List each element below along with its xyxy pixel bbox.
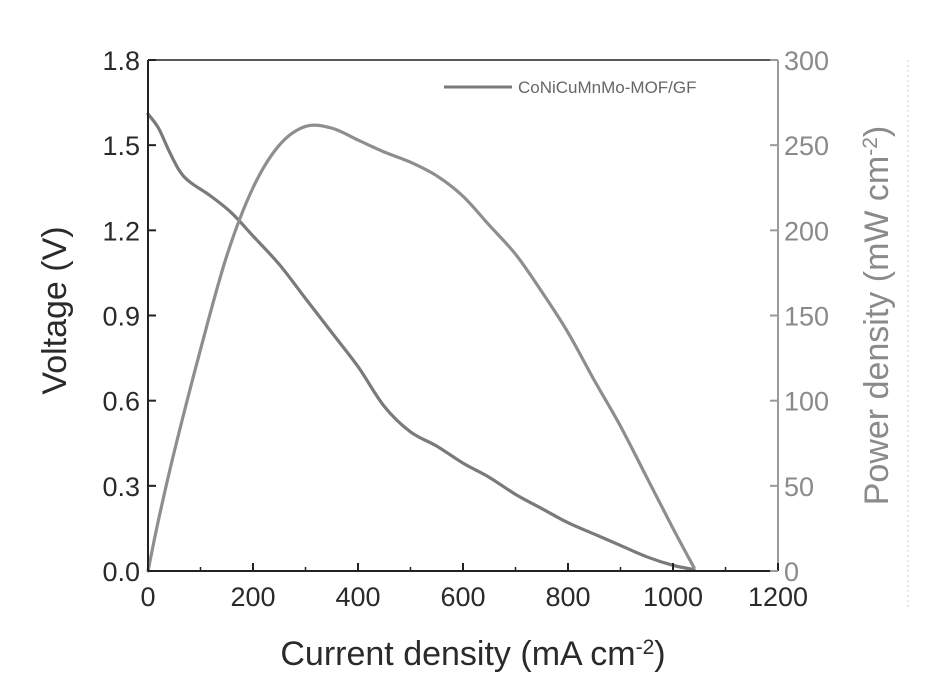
x-tick-label: 600 <box>440 582 485 612</box>
x-tick-label: 800 <box>545 582 590 612</box>
y-right-tick-label: 50 <box>784 472 814 502</box>
y-left-tick-label: 1.2 <box>102 216 140 246</box>
legend-label: CoNiCuMnMo-MOF/GF <box>518 78 697 97</box>
y-right-tick-label: 300 <box>784 46 829 76</box>
y-right-axis-title: Power density (mW cm-2) <box>858 126 896 506</box>
y-left-tick-label: 0.3 <box>102 472 140 502</box>
y-left-tick-label: 1.5 <box>102 131 140 161</box>
legend: CoNiCuMnMo-MOF/GF <box>444 78 697 97</box>
y-left-axis-title: Voltage (V) <box>36 226 74 394</box>
axes-layer: 0200400600800100012000.00.30.60.91.21.51… <box>102 46 908 612</box>
x-tick-label: 0 <box>140 582 155 612</box>
y-right-tick-label: 100 <box>784 387 829 417</box>
y-right-tick-label: 250 <box>784 131 829 161</box>
y-left-tick-label: 1.8 <box>102 46 140 76</box>
x-axis-title: Current density (mA cm-2) <box>280 635 665 673</box>
x-tick-label: 200 <box>230 582 275 612</box>
x-tick-label: 400 <box>335 582 380 612</box>
voltage-curve <box>148 114 694 570</box>
power-density-curve <box>148 125 694 571</box>
y-left-tick-label: 0.9 <box>102 302 140 332</box>
x-tick-label: 1000 <box>643 582 703 612</box>
series-layer <box>148 114 694 571</box>
y-left-tick-label: 0.6 <box>102 387 140 417</box>
y-right-tick-label: 0 <box>784 557 799 587</box>
y-right-tick-label: 200 <box>784 216 829 246</box>
y-right-tick-label: 150 <box>784 302 829 332</box>
y-left-tick-label: 0.0 <box>102 557 140 587</box>
